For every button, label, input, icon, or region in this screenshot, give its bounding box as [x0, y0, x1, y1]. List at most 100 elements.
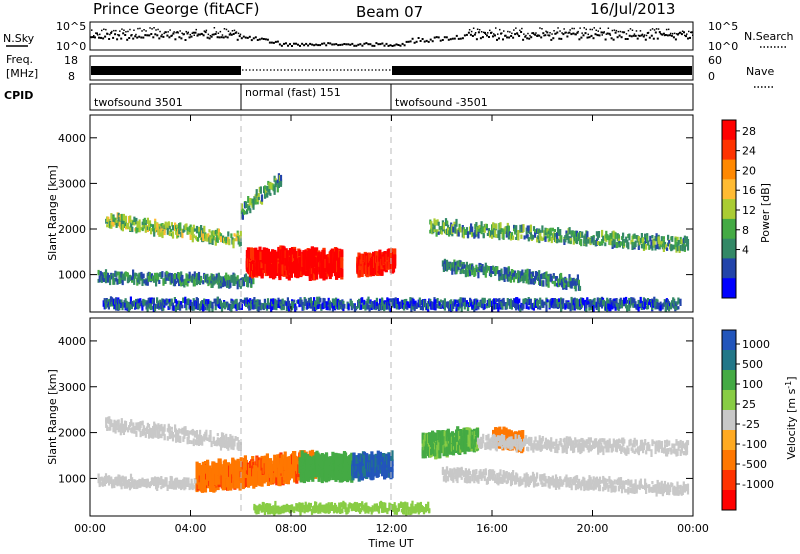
nsearch-point	[153, 27, 155, 29]
nsky-point	[363, 42, 366, 45]
heatmap-cell	[200, 225, 203, 233]
heatmap-cell	[176, 224, 179, 228]
heatmap-cell	[148, 427, 152, 435]
heatmap-cell	[184, 278, 187, 286]
heatmap-cell	[286, 297, 289, 304]
heatmap-cell	[170, 273, 173, 279]
nsky-point	[136, 36, 139, 39]
heatmap-cell	[651, 245, 654, 251]
heatmap-cell	[636, 238, 639, 243]
heatmap-cell	[104, 477, 108, 484]
heatmap-cell	[165, 477, 168, 482]
nsky-point	[451, 37, 454, 40]
heatmap-cell	[206, 273, 209, 280]
nsky-point	[632, 34, 635, 37]
nsearch-point	[585, 28, 587, 31]
heatmap-cell	[216, 437, 219, 441]
heatmap-cell	[643, 301, 646, 309]
heatmap-cell	[181, 304, 184, 309]
nsky-point	[317, 44, 320, 47]
nsearch-point	[673, 32, 676, 35]
heatmap-cell	[313, 468, 317, 477]
heatmap-cell	[427, 303, 430, 310]
nsearch-point	[181, 32, 183, 34]
nsky-point	[502, 38, 504, 41]
nsky-point	[628, 34, 631, 37]
heatmap-cell	[491, 231, 494, 239]
nsearch-point	[478, 29, 481, 31]
nsearch-point	[95, 32, 97, 34]
heatmap-cell	[498, 299, 501, 308]
heatmap-cell	[326, 302, 329, 311]
heatmap-cell	[477, 231, 480, 239]
heatmap-cell	[645, 244, 648, 250]
heatmap-cell	[147, 424, 151, 428]
heatmap-cell	[646, 301, 650, 310]
heatmap-cell	[139, 227, 142, 230]
heatmap-cell	[545, 304, 548, 313]
heatmap-cell	[452, 303, 455, 309]
heatmap-cell	[123, 274, 126, 281]
heatmap-cell	[153, 229, 156, 237]
heatmap-cell	[546, 299, 549, 303]
nsky-point	[520, 31, 523, 33]
nsky-point	[431, 40, 434, 43]
heatmap-cell	[132, 422, 135, 426]
nsky-point	[570, 33, 573, 36]
nsky-point	[339, 43, 342, 46]
nsky-point	[283, 42, 285, 45]
nsky-point	[604, 38, 607, 41]
heatmap-cell	[157, 423, 160, 430]
heatmap-cell	[136, 424, 139, 429]
nsky-point	[626, 38, 629, 40]
heatmap-cell	[224, 440, 227, 444]
nsearch-point	[659, 33, 662, 35]
heatmap-cell	[362, 302, 365, 309]
nsearch-point	[149, 27, 151, 29]
nsky-point	[335, 43, 338, 46]
nsky-point	[680, 33, 683, 36]
heatmap-cell	[193, 432, 196, 438]
heatmap-cell	[471, 226, 474, 233]
heatmap-cell	[492, 222, 495, 230]
heatmap-cell	[627, 242, 630, 250]
heatmap-cell	[537, 235, 540, 240]
heatmap-cell	[421, 305, 425, 311]
heatmap-cell	[622, 302, 626, 307]
nsky-point	[260, 37, 263, 40]
heatmap-cell	[679, 245, 682, 251]
heatmap-cell	[570, 296, 573, 304]
nsky-point	[230, 33, 233, 36]
nsearch-point	[519, 29, 521, 32]
heatmap-cell	[209, 468, 213, 476]
nsky-point	[411, 37, 414, 40]
heatmap-cell	[347, 472, 351, 480]
nsky-point	[415, 40, 418, 43]
heatmap-cell	[552, 275, 555, 279]
nsky-point	[278, 43, 281, 46]
heatmap-cell	[606, 234, 609, 241]
heatmap-cell	[146, 428, 149, 434]
heatmap-cell	[558, 298, 561, 303]
heatmap-cell	[298, 249, 302, 256]
heatmap-cell	[225, 272, 228, 281]
heatmap-cell	[126, 272, 129, 279]
heatmap-cell	[430, 221, 433, 229]
heatmap-cell	[614, 304, 617, 311]
heatmap-cell	[677, 240, 680, 246]
heatmap-cell	[170, 476, 173, 482]
nsky-tick-top: 10^5	[56, 20, 86, 33]
heatmap-cell	[516, 233, 519, 238]
nsky-point	[347, 43, 350, 46]
nsearch-point	[577, 30, 579, 33]
heatmap-cell	[340, 249, 344, 257]
heatmap-cell	[686, 242, 690, 251]
heatmap-cell	[495, 234, 498, 238]
heatmap-cell	[639, 296, 642, 304]
nsky-point	[457, 37, 460, 40]
nsky-point	[240, 37, 243, 40]
heatmap-cell	[604, 242, 607, 247]
heatmap-cell	[606, 297, 609, 305]
heatmap-cell	[159, 272, 162, 277]
